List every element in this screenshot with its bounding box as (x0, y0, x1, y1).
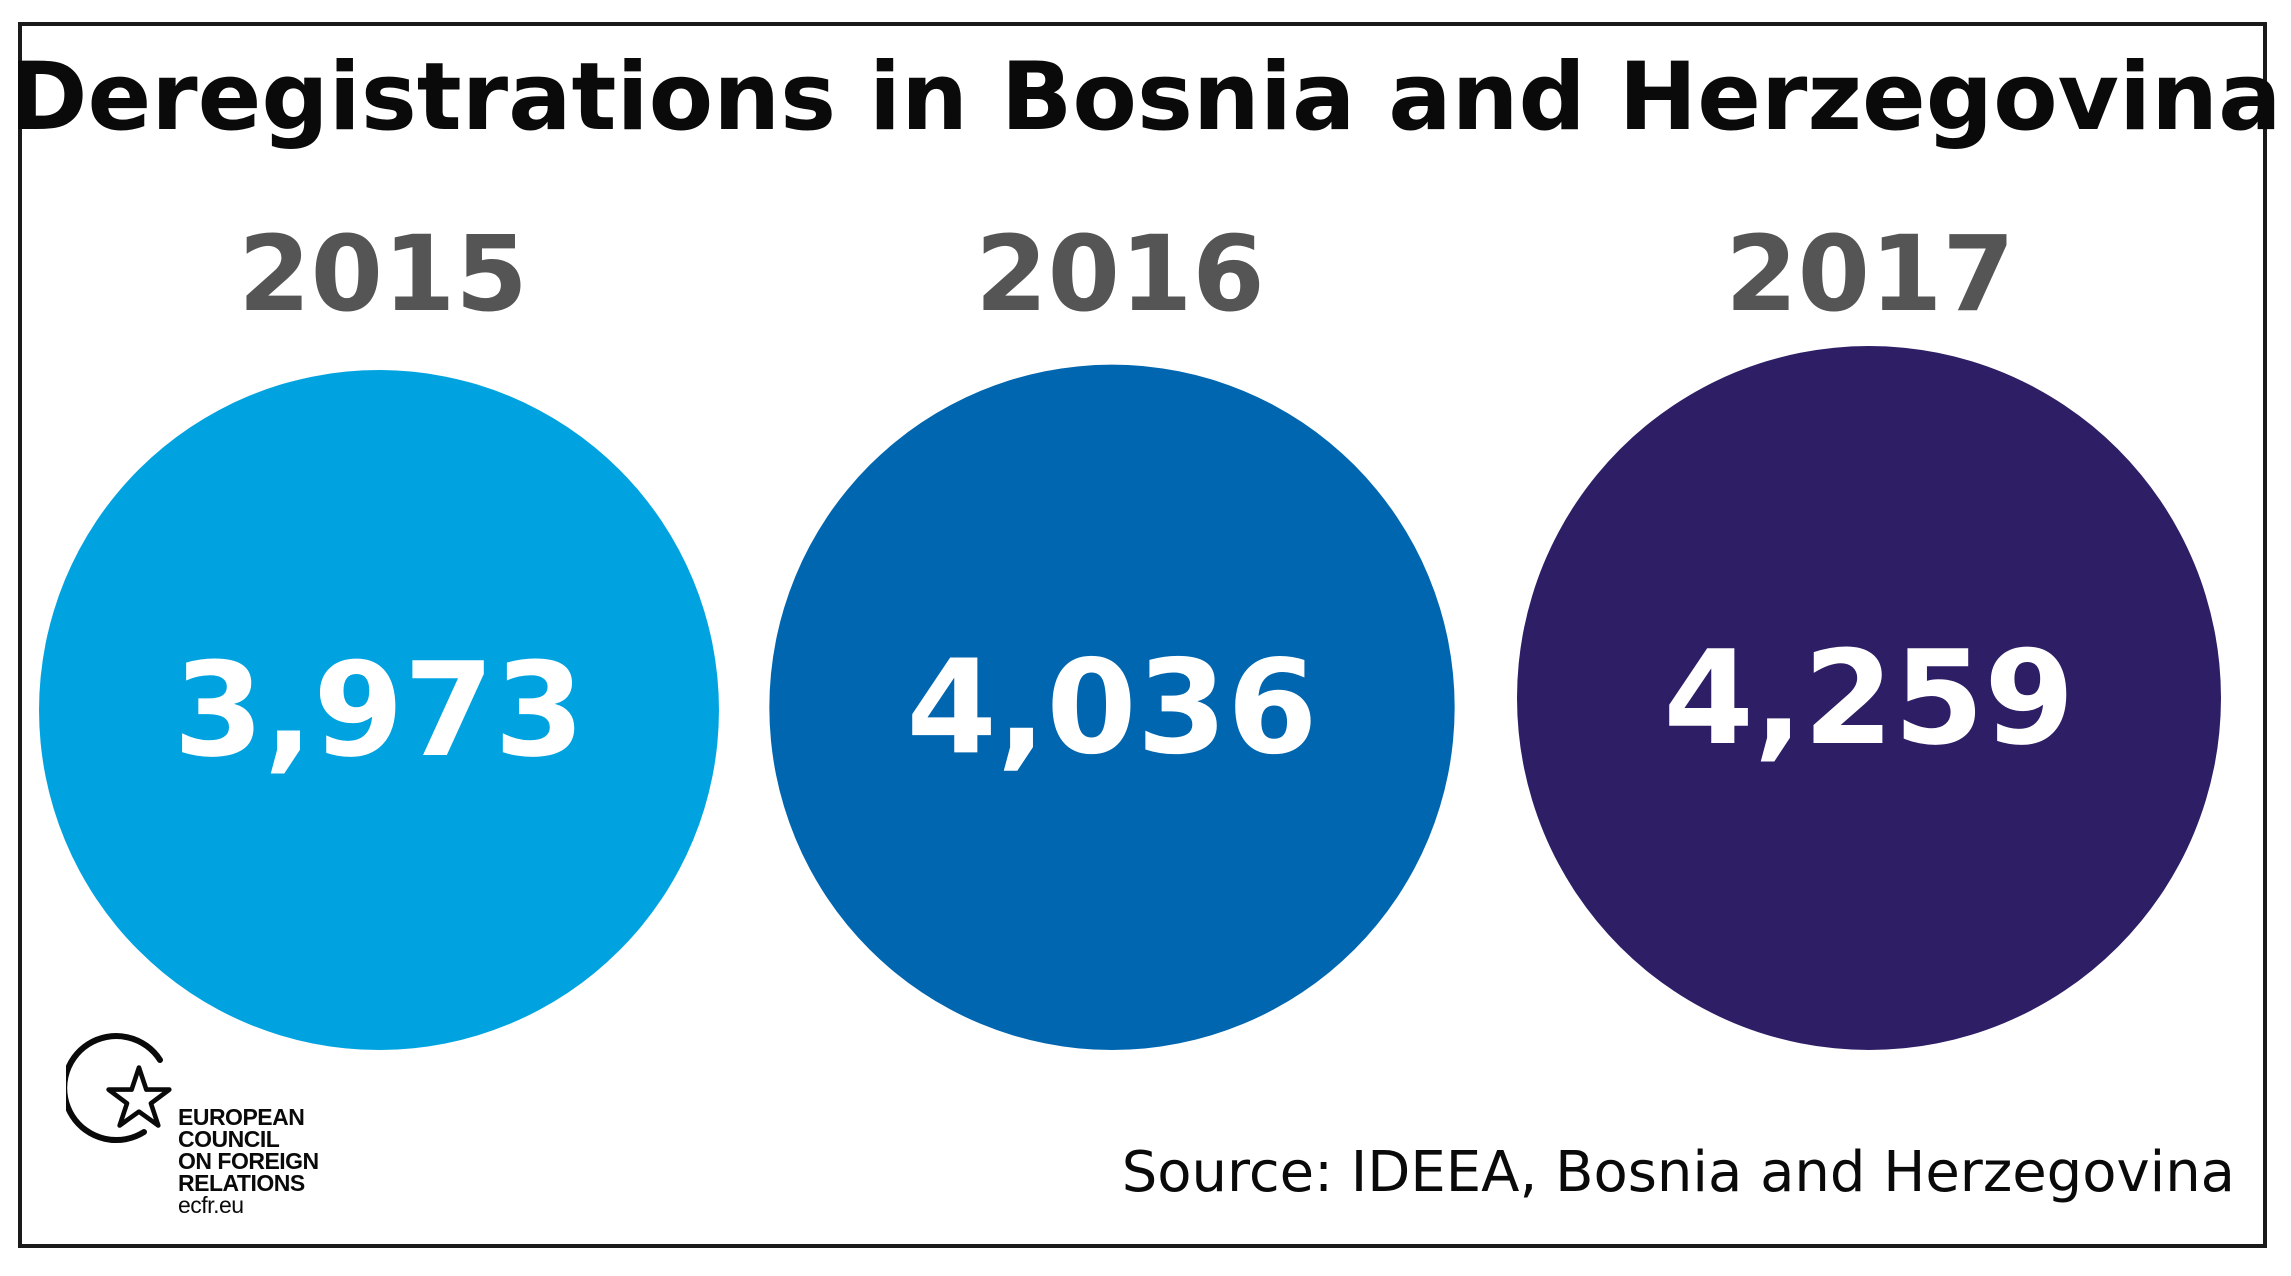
bubble-value-2016: 4,036 (906, 631, 1317, 783)
logo-line-3: ON FOREIGN (178, 1148, 319, 1174)
logo-line-1: EUROPEAN (178, 1104, 305, 1130)
bubble-value-2015: 3,973 (173, 634, 584, 786)
year-label-2015: 2015 (238, 213, 528, 335)
bubble-2016 (769, 364, 1455, 1051)
logo-line-4: RELATIONS (178, 1170, 305, 1196)
year-label-2017: 2017 (1725, 213, 2015, 335)
logo-url: ecfr.eu (178, 1192, 244, 1218)
bubble-2017 (1517, 346, 2221, 1050)
logo-line-2: COUNCIL (178, 1126, 280, 1152)
ecfr-logo: EUROPEAN COUNCIL ON FOREIGN RELATIONS ec… (66, 1020, 366, 1220)
bubble-2015 (39, 370, 719, 1050)
source-note: Source: IDEEA, Bosnia and Herzegovina (1121, 1140, 2235, 1205)
ecfr-logo-text: EUROPEAN COUNCIL ON FOREIGN RELATIONS ec… (178, 1104, 319, 1218)
chart-title: Deregistrations in Bosnia and Herzegovin… (9, 43, 2282, 152)
ecfr-star-icon (66, 1033, 172, 1144)
bubble-value-2017: 4,259 (1663, 622, 2074, 774)
year-label-2016: 2016 (975, 213, 1265, 335)
